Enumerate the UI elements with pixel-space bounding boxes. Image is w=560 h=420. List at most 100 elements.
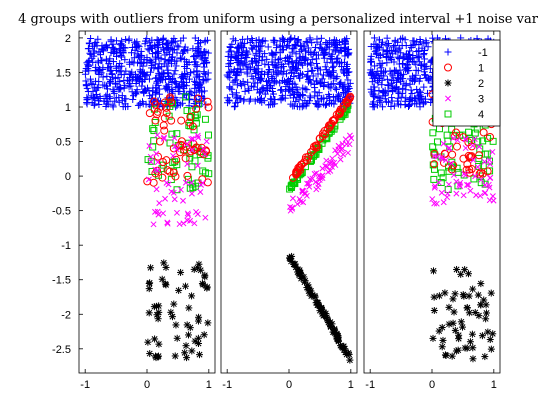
point-outlier — [308, 67, 316, 75]
point-outlier — [384, 98, 392, 106]
point-outlier — [305, 78, 313, 86]
point-group-1 — [467, 142, 476, 151]
point-group-3 — [164, 219, 171, 226]
point-outlier — [344, 85, 352, 93]
point-group-2 — [480, 296, 488, 304]
point-group-4 — [429, 143, 437, 151]
point-group-2 — [326, 318, 334, 326]
legend-label: 3 — [478, 94, 484, 106]
point-outlier — [330, 46, 338, 54]
point-outlier — [341, 52, 349, 60]
point-outlier — [118, 92, 126, 100]
point-outlier — [274, 69, 282, 77]
point-outlier — [335, 91, 343, 99]
point-outlier — [113, 83, 121, 91]
point-group-2 — [155, 340, 163, 348]
point-outlier — [384, 42, 392, 50]
point-group-2 — [190, 265, 198, 273]
point-outlier — [230, 66, 238, 74]
point-outlier — [390, 58, 398, 66]
point-group-2 — [329, 328, 337, 336]
point-outlier — [131, 38, 139, 46]
point-group-2 — [454, 346, 462, 354]
point-outlier — [342, 66, 350, 74]
point-group-1 — [320, 127, 329, 136]
point-outlier — [272, 71, 280, 79]
point-group-3 — [194, 132, 201, 139]
point-outlier — [340, 83, 348, 91]
point-group-2 — [482, 301, 490, 309]
point-outlier — [370, 34, 378, 42]
point-outlier — [152, 89, 160, 97]
point-outlier — [122, 95, 130, 103]
point-outlier — [394, 94, 402, 102]
point-group-2 — [144, 338, 152, 346]
point-group-3 — [454, 137, 461, 144]
point-outlier — [389, 43, 397, 51]
point-group-3 — [200, 146, 207, 153]
point-group-4 — [194, 100, 202, 108]
point-group-3 — [152, 166, 159, 173]
point-group-4 — [430, 175, 438, 183]
point-outlier — [414, 89, 422, 97]
point-group-3 — [307, 176, 314, 183]
point-group-2 — [145, 309, 153, 317]
point-group-3 — [478, 176, 485, 183]
point-group-3 — [481, 182, 488, 189]
y-tick-label: -2.5 — [52, 344, 71, 356]
point-group-3 — [185, 211, 192, 218]
point-outlier — [373, 67, 381, 75]
point-outlier — [127, 82, 135, 90]
point-group-3 — [198, 181, 205, 188]
point-outlier — [254, 42, 262, 50]
point-outlier — [231, 53, 239, 61]
point-outlier — [288, 57, 296, 65]
point-outlier — [163, 62, 171, 70]
point-group-3 — [171, 134, 178, 141]
point-outlier — [316, 40, 324, 48]
point-group-3 — [323, 157, 330, 164]
point-outlier — [328, 59, 336, 67]
point-outlier — [91, 67, 99, 75]
point-outlier — [329, 80, 337, 88]
point-group-2 — [451, 326, 459, 334]
point-outlier — [318, 45, 326, 53]
point-group-2 — [463, 344, 471, 352]
point-outlier — [292, 66, 300, 74]
point-outlier — [406, 94, 414, 102]
point-outlier — [327, 99, 335, 107]
point-group-3 — [445, 145, 452, 152]
point-group-3 — [337, 156, 344, 163]
point-outlier — [144, 45, 152, 53]
point-outlier — [154, 49, 162, 57]
point-outlier — [424, 43, 432, 51]
point-outlier — [332, 40, 340, 48]
point-group-2 — [146, 279, 154, 287]
point-outlier — [336, 80, 344, 88]
point-outlier — [103, 72, 111, 80]
point-outlier — [145, 86, 153, 94]
point-outlier — [252, 51, 260, 59]
point-group-3 — [467, 187, 474, 194]
point-outlier — [118, 62, 126, 70]
point-outlier — [332, 75, 340, 83]
y-tick-label: -1.5 — [52, 275, 71, 287]
point-group-2 — [449, 295, 457, 303]
point-outlier — [401, 97, 409, 105]
point-outlier — [268, 85, 276, 93]
point-outlier — [323, 44, 331, 52]
point-group-2 — [203, 283, 211, 291]
point-outlier — [248, 35, 256, 43]
point-group-2 — [151, 352, 159, 360]
point-outlier — [177, 37, 185, 45]
point-outlier — [103, 85, 111, 93]
point-group-2 — [172, 321, 180, 329]
point-group-3 — [448, 160, 455, 167]
y-axis: 2 1.5 1 0.5 0 -0.5 -1 -1.5 -2 -2.5 — [52, 33, 83, 356]
point-group-3 — [161, 134, 168, 141]
point-group-3 — [188, 190, 195, 197]
point-outlier — [415, 92, 423, 100]
point-outlier — [379, 46, 387, 54]
point-outlier — [261, 50, 269, 58]
point-outlier — [393, 97, 401, 105]
